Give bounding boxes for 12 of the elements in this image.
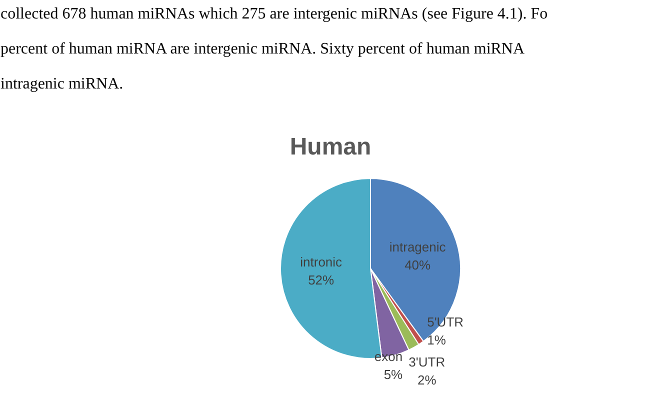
slice-label: intragenic <box>389 239 446 254</box>
chart-title: Human <box>290 134 372 160</box>
data-label: 2% <box>417 372 437 388</box>
text: intragenic miRNA. <box>0 76 124 92</box>
text: collected 678 human miRNAs which 275 are intergenic miRNAs (see Figure 4.1). Fo <box>0 6 548 22</box>
data-label: 5% <box>384 366 404 382</box>
data-label: 52% <box>308 272 335 288</box>
data-label: 40% <box>404 257 432 272</box>
slice-label: intronic <box>300 254 343 270</box>
text: percent of human miRNA are intergenic miRNA. Sixty percent of human miRNA <box>0 40 525 58</box>
data-label: 1% <box>427 332 446 348</box>
slice-label: 3'UTR <box>408 354 446 370</box>
